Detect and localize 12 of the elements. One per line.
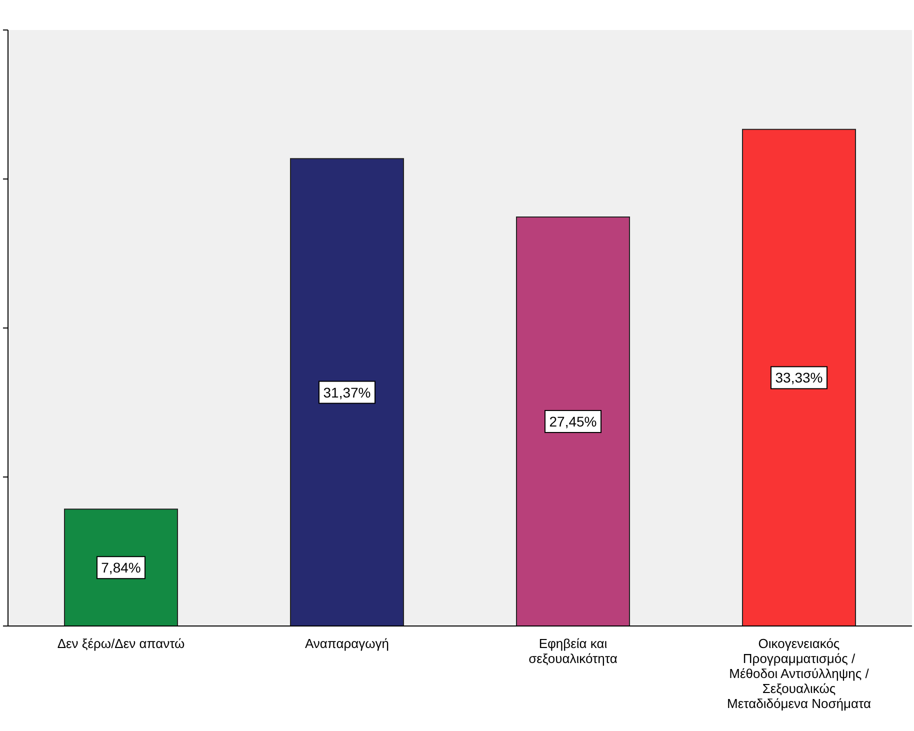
x-tick-label: Δεν ξέρω/Δεν απαντώ — [57, 636, 185, 651]
bar — [516, 216, 630, 626]
x-tick-label: Οικογενειακός Προγραμματισμός / Μέθοδοι Αντισύλληψης / Σεξουαλικώς Μεταδιδόμενα Νοσήματα — [727, 636, 872, 711]
data-label: 31,37% — [323, 384, 371, 400]
data-label: 7,84% — [101, 560, 141, 576]
x-tick-label: Εφηβεία και σεξουαλικότητα — [528, 636, 618, 666]
data-label: 33,33% — [775, 370, 823, 386]
data-label: 27,45% — [549, 413, 597, 430]
bar — [64, 508, 178, 626]
bar — [742, 128, 856, 626]
bar — [290, 158, 404, 626]
x-tick-label: Αναπαραγωγή — [304, 636, 390, 651]
